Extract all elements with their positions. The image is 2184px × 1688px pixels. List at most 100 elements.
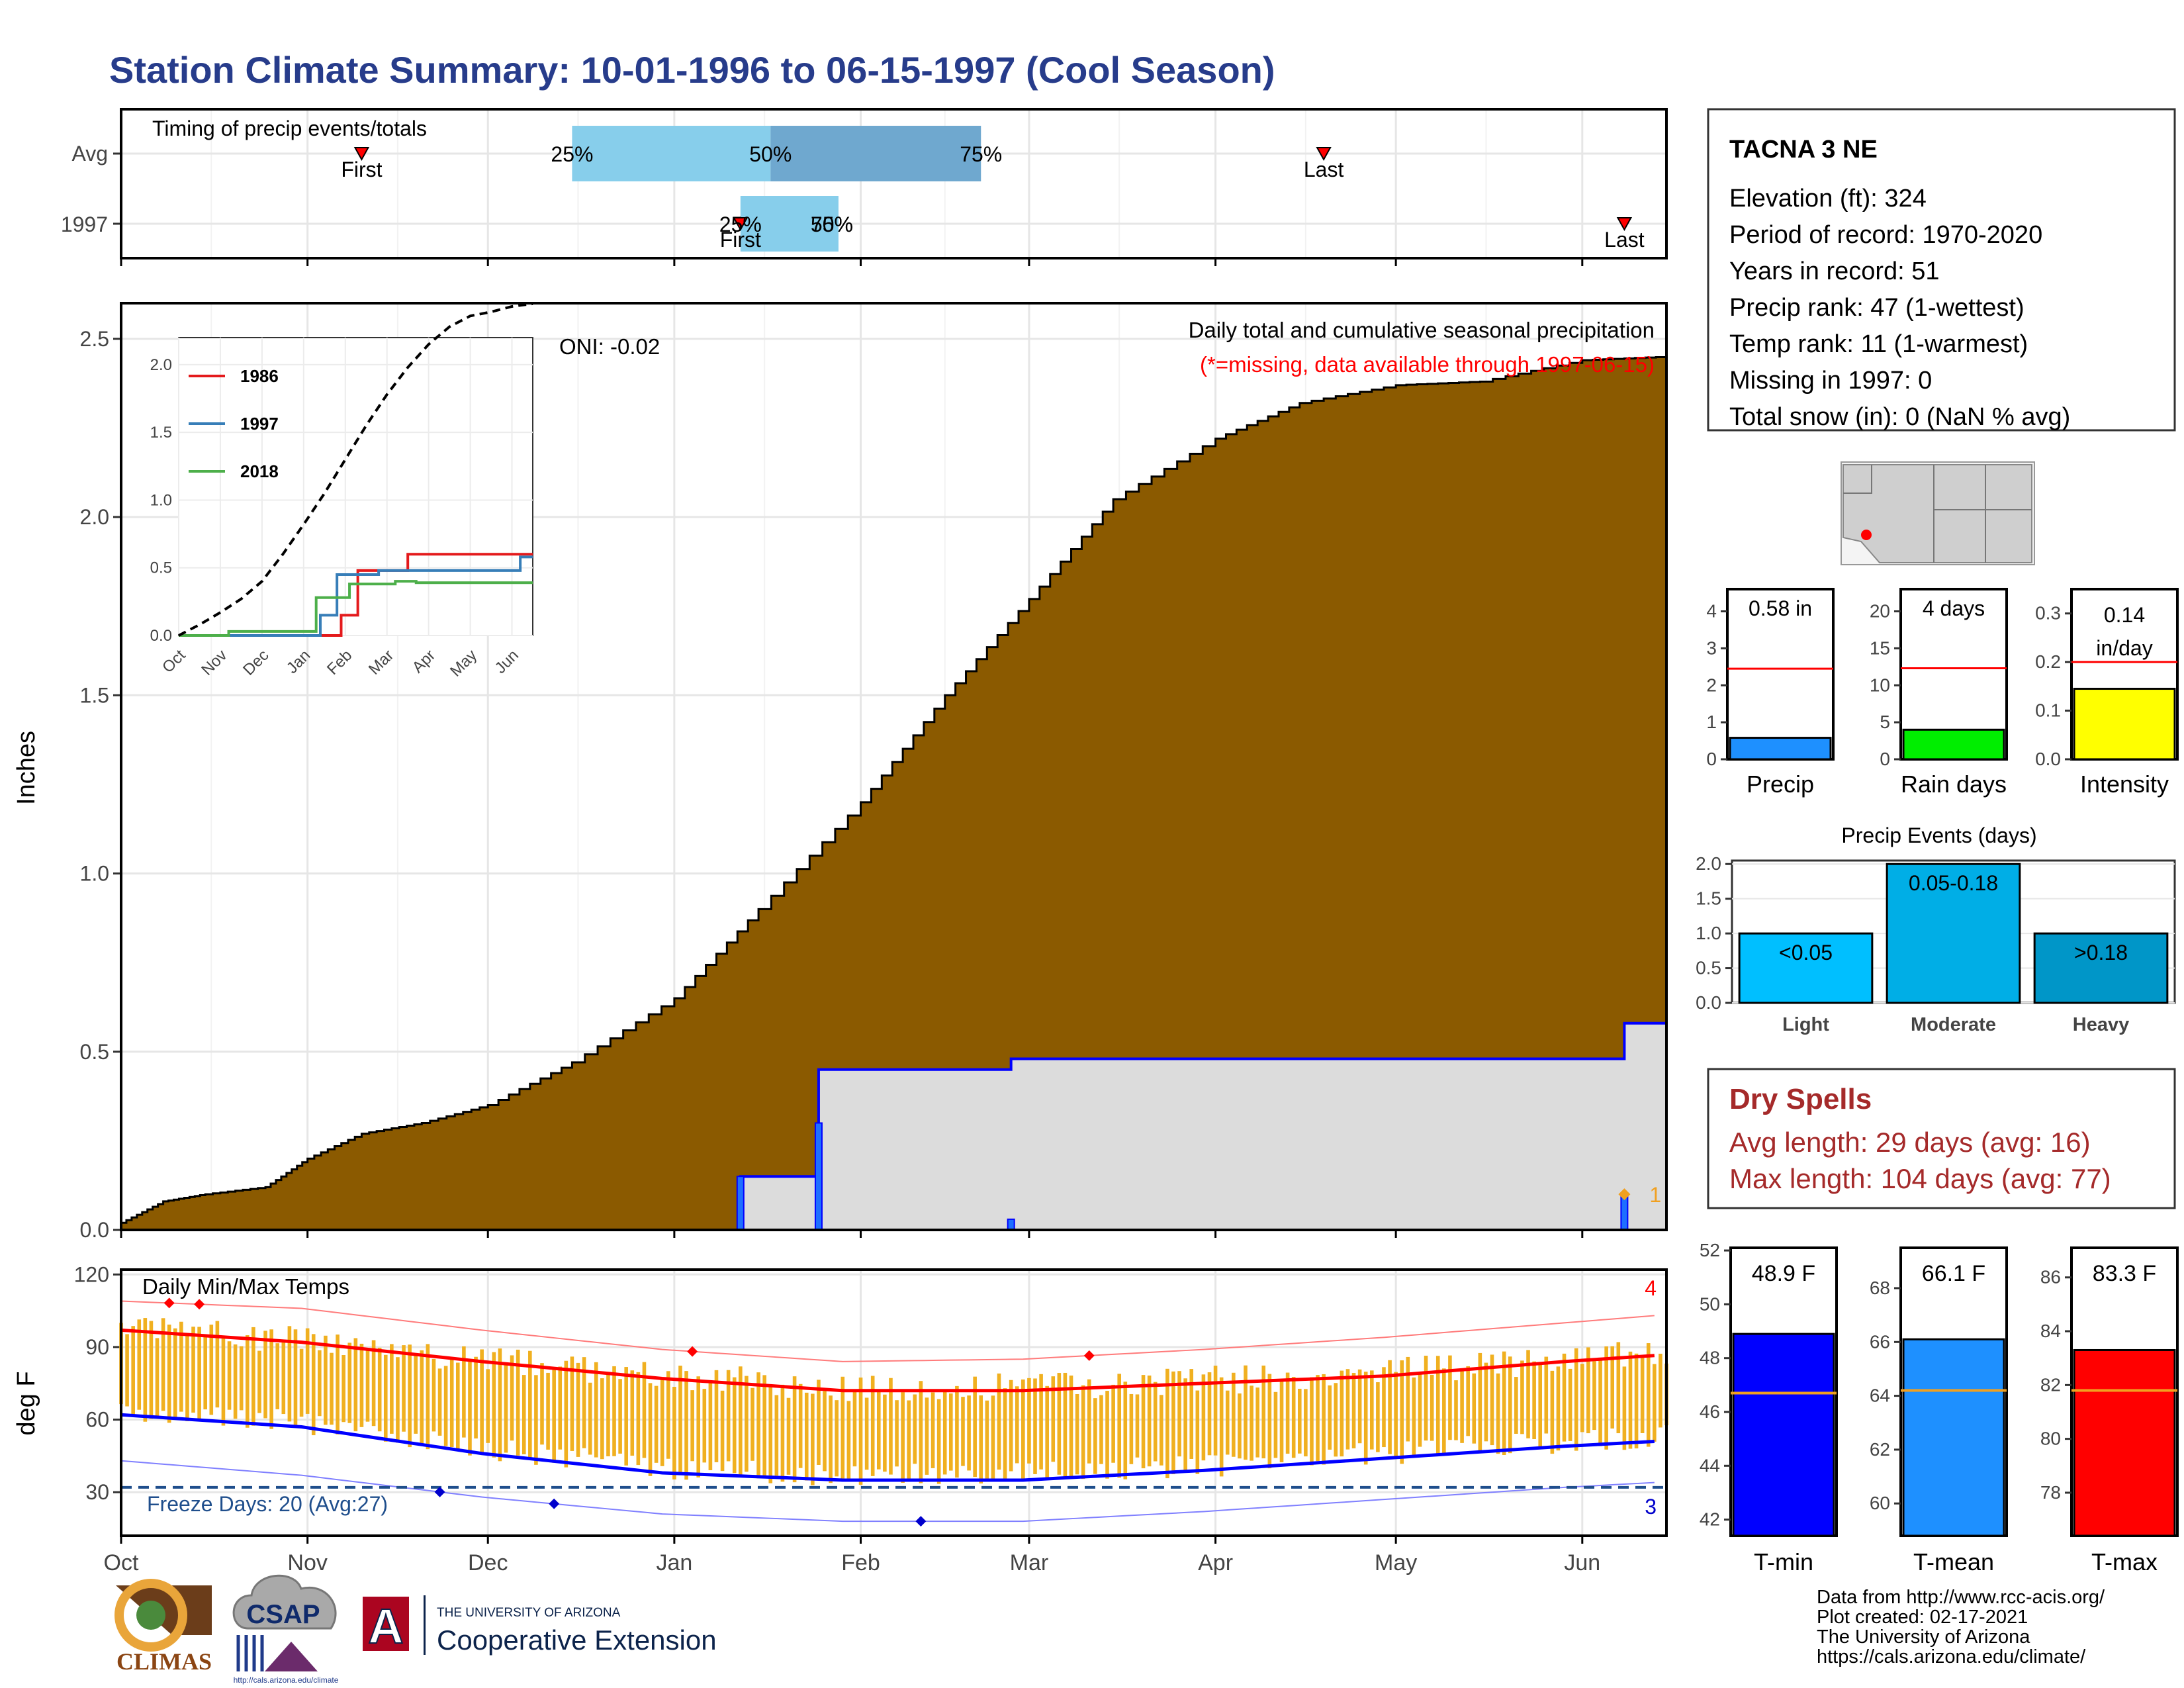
location-map — [1841, 461, 2035, 565]
temp-daily-bar — [1087, 1379, 1091, 1464]
stat-y-tick-label: 0 — [1706, 749, 1717, 769]
temp-daily-bar — [1616, 1342, 1621, 1434]
temp-stat-y-tick-label: 64 — [1870, 1385, 1890, 1406]
temp-daily-bar — [1646, 1343, 1651, 1447]
temp-daily-bar — [1388, 1360, 1392, 1454]
temp-daily-bar — [468, 1362, 472, 1456]
timing-bar-avg-q25-q50 — [572, 126, 771, 181]
temp-daily-bar — [1550, 1370, 1555, 1454]
temperature-stat-panels: 42 44 46 48 50 52 48.9 F T-min 60 62 64 66 68 66.1 F T… — [1700, 1240, 2179, 1575]
stat-value-label: 0.14 — [2104, 603, 2145, 627]
temp-daily-bar — [1496, 1373, 1500, 1454]
timing-panel-frame — [120, 108, 1668, 259]
temp-daily-bar — [149, 1321, 154, 1419]
temp-daily-bar — [696, 1376, 701, 1477]
temp-daily-bar — [606, 1373, 610, 1457]
temp-daily-bar — [1267, 1374, 1272, 1469]
dry-spells-box: Dry Spells Avg length: 29 days (avg: 16)… — [1707, 1068, 2176, 1209]
temp-daily-bar — [564, 1360, 569, 1468]
timing-marker-first-1997 — [733, 217, 749, 232]
timing-label-last-1997: Last — [1604, 228, 1645, 252]
precip-y-tick-label: 1.5 — [80, 683, 109, 707]
map-state-line — [1843, 465, 1872, 494]
temp-daily-bar — [1135, 1394, 1140, 1458]
temp-daily-bar — [1063, 1372, 1068, 1479]
temp-daily-bar — [594, 1362, 598, 1458]
temp-daily-bar — [1345, 1369, 1350, 1450]
events-bar — [1886, 863, 2021, 1004]
temp-daily-bar — [1195, 1390, 1200, 1474]
temp-daily-bar — [1003, 1388, 1007, 1481]
temp-daily-bar — [1430, 1374, 1434, 1441]
temp-daily-bar — [1448, 1355, 1452, 1440]
temp-x-tick-label: Apr — [1198, 1550, 1233, 1575]
station-name: TACNA 3 NE — [1729, 136, 1878, 164]
temp-stat-category-label: T-min — [1754, 1548, 1813, 1575]
temp-stat-y-tick-label: 84 — [2040, 1321, 2061, 1341]
temp-daily-bar — [973, 1376, 977, 1477]
temp-stat-y-tick-label: 62 — [1870, 1439, 1890, 1460]
temp-daily-bar — [762, 1375, 766, 1479]
footer-line: The University of Arizona — [1817, 1626, 2030, 1648]
ua-logo: A THE UNIVERSITY OF ARIZONA Cooperative … — [363, 1595, 717, 1656]
temp-daily-bar — [756, 1372, 760, 1479]
footer-logos: CLIMAS CSAP http://cals.arizona.edu/clim… — [114, 1574, 717, 1685]
freeze-days-label: Freeze Days: 20 (Avg:27) — [147, 1492, 388, 1516]
temp-daily-bar — [636, 1372, 641, 1466]
temp-daily-bar — [257, 1350, 261, 1413]
temp-stat-value-label: 48.9 F — [1752, 1261, 1815, 1286]
inset-series-line-1986 — [179, 553, 533, 637]
csap-bars — [236, 1635, 264, 1671]
stat-y-tick-label: 1 — [1706, 712, 1717, 732]
precip-events-title: Precip Events (days) — [1841, 823, 2036, 847]
temp-daily-bar — [1508, 1356, 1512, 1454]
temp-stat-y-tick-label: 82 — [2040, 1374, 2061, 1395]
events-bar — [1738, 932, 1874, 1004]
dry-spells-frame — [1707, 1068, 2176, 1209]
csap-logo-text: CSAP — [246, 1600, 320, 1629]
stat-category-label: Intensity — [2080, 771, 2169, 798]
temp-daily-bar — [408, 1344, 412, 1448]
temp-daily-bar — [437, 1368, 442, 1436]
temp-daily-bar — [961, 1397, 965, 1466]
climas-logo-center — [136, 1601, 165, 1630]
temp-daily-bar — [287, 1326, 292, 1422]
station-snow: Total snow (in): 0 (NaN % avg) — [1729, 403, 2070, 431]
avg-min-line — [120, 1413, 1655, 1482]
temp-daily-bar — [768, 1385, 773, 1483]
temp-daily-bar — [221, 1336, 226, 1426]
temp-daily-bar — [726, 1370, 731, 1462]
record-low-marker — [549, 1498, 560, 1509]
temp-x-tick-label: Dec — [468, 1550, 508, 1575]
temp-daily-bar — [852, 1389, 857, 1467]
temp-daily-bar — [702, 1389, 707, 1463]
temp-x-tick-label: May — [1375, 1550, 1417, 1575]
temp-daily-bar — [678, 1366, 682, 1474]
temp-daily-bar — [1634, 1353, 1639, 1449]
stat-y-tick-label: 0.3 — [2035, 603, 2061, 624]
precip-event-count: 1 — [1649, 1183, 1661, 1207]
temp-daily-bar — [1033, 1378, 1037, 1474]
stat-y-tick-label: 3 — [1706, 637, 1717, 658]
precip-title: Daily total and cumulative seasonal prec… — [1189, 318, 1655, 342]
temp-daily-bar — [841, 1376, 845, 1481]
timing-label-first-1997: First — [720, 228, 761, 252]
temp-x-tick-label: Jan — [656, 1550, 692, 1575]
events-y-tick-label: 1.5 — [1696, 888, 1721, 909]
temp-daily-bar — [1177, 1371, 1181, 1457]
timing-marker-first-avg — [353, 147, 370, 162]
temp-x-tick-label: Oct — [104, 1550, 139, 1575]
temp-daily-bar — [846, 1401, 851, 1480]
temp-daily-bar — [1622, 1366, 1627, 1450]
temp-daily-bar — [739, 1366, 743, 1477]
temp-daily-bar — [167, 1325, 171, 1423]
temp-daily-bar — [1027, 1378, 1031, 1464]
temp-daily-bar — [1363, 1372, 1368, 1465]
temp-daily-bar — [1520, 1360, 1524, 1434]
stat-value-unit: in/day — [2096, 636, 2152, 660]
temp-daily-bar — [936, 1399, 941, 1484]
temperature-panel: 30 60 90 120 Oct Nov Dec Jan Feb Mar Apr May Jun Dai… — [13, 1262, 1668, 1575]
stat-y-tick-label: 5 — [1880, 712, 1890, 732]
